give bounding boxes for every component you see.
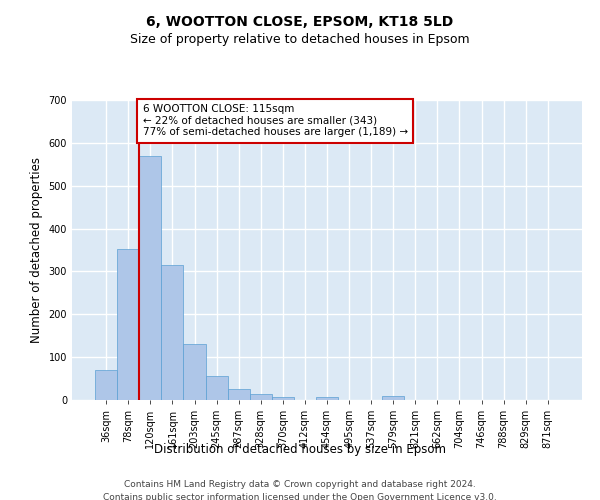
Bar	[272, 396, 294, 400]
Bar	[250, 394, 272, 400]
Bar	[382, 396, 404, 400]
Text: Contains HM Land Registry data © Crown copyright and database right 2024.: Contains HM Land Registry data © Crown c…	[124, 480, 476, 489]
Bar	[206, 376, 227, 400]
Bar	[117, 249, 139, 400]
Bar	[227, 390, 250, 400]
Text: Size of property relative to detached houses in Epsom: Size of property relative to detached ho…	[130, 32, 470, 46]
Text: 6, WOOTTON CLOSE, EPSOM, KT18 5LD: 6, WOOTTON CLOSE, EPSOM, KT18 5LD	[146, 15, 454, 29]
Text: Contains public sector information licensed under the Open Government Licence v3: Contains public sector information licen…	[103, 492, 497, 500]
Bar	[184, 344, 206, 400]
Bar	[161, 265, 184, 400]
Y-axis label: Number of detached properties: Number of detached properties	[30, 157, 43, 343]
Bar	[95, 370, 117, 400]
Bar	[316, 396, 338, 400]
Text: Distribution of detached houses by size in Epsom: Distribution of detached houses by size …	[154, 442, 446, 456]
Bar	[139, 156, 161, 400]
Text: 6 WOOTTON CLOSE: 115sqm
← 22% of detached houses are smaller (343)
77% of semi-d: 6 WOOTTON CLOSE: 115sqm ← 22% of detache…	[143, 104, 408, 138]
